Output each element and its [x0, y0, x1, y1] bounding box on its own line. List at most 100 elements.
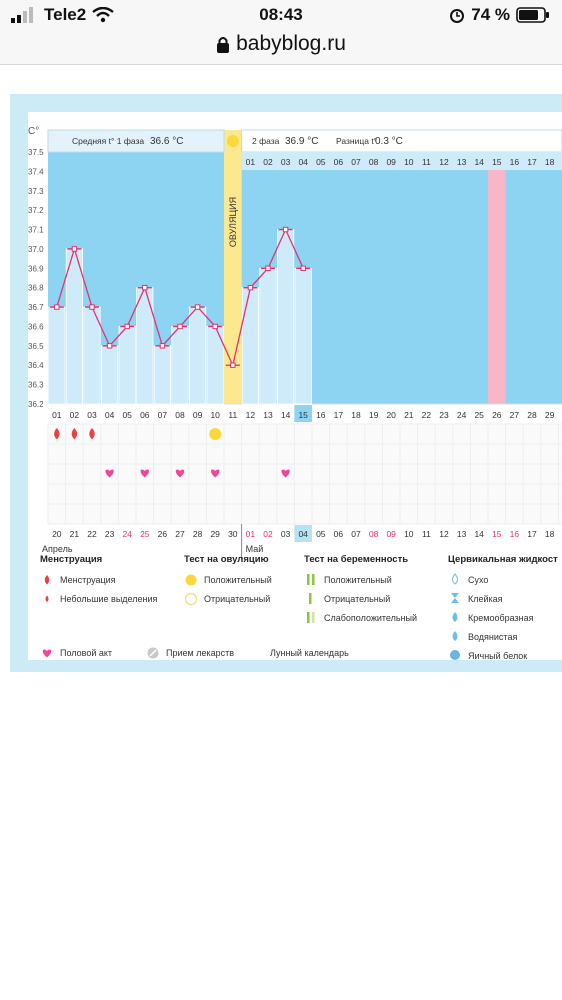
- calendar-day-label: 29: [210, 529, 220, 539]
- top-day-label: 12: [439, 157, 449, 167]
- top-days-strip: [241, 152, 562, 170]
- phase1-label: Средняя t° 1 фаза: [72, 136, 144, 146]
- cycle-day-label: 20: [386, 410, 396, 420]
- calendar-day-label: 06: [334, 529, 344, 539]
- cycle-day-label: 28: [527, 410, 537, 420]
- cycle-day-label: 23: [439, 410, 449, 420]
- cycle-day-label: 24: [457, 410, 467, 420]
- temp-bar: [294, 267, 312, 405]
- address-bar[interactable]: babyblog.ru: [0, 32, 562, 56]
- intercourse-heart-icon: [175, 469, 185, 478]
- legend-creamy-icon: [452, 612, 458, 622]
- ovulation-test-icon: [209, 428, 222, 440]
- top-day-label: 08: [369, 157, 379, 167]
- temp-point: [89, 304, 95, 310]
- calendar-day-label: 10: [404, 529, 414, 539]
- calendar-day-label: 20: [52, 529, 62, 539]
- legend-eggwhite-icon: [450, 650, 460, 660]
- calendar-day-label: 25: [140, 529, 150, 539]
- legend-menstruation-icon: [44, 575, 50, 585]
- temp-point: [282, 226, 289, 233]
- calendar-day-label: 28: [193, 529, 203, 539]
- legend-item: Кремообразная: [468, 613, 534, 623]
- cycle-day-label: 08: [175, 410, 185, 420]
- legend-pill-icon-mark: [149, 649, 157, 657]
- temp-point: [106, 343, 113, 349]
- legend-ovulation-positive-icon: [185, 574, 197, 586]
- cycle-day-label: 17: [334, 410, 344, 420]
- top-day-label: 11: [422, 157, 431, 167]
- legend-preg-weak-icon: [312, 612, 315, 623]
- calendar-day-label: 21: [70, 529, 80, 539]
- legend-intercourse-icon: [42, 649, 52, 658]
- temp-bar: [276, 229, 295, 405]
- top-day-label: 03: [281, 157, 291, 167]
- menstruation-drop-icon: [54, 428, 60, 440]
- cycle-day-label: 13: [263, 410, 273, 420]
- temp-point: [265, 265, 271, 272]
- cycle-day-label: 25: [474, 410, 484, 420]
- calendar-day-label: 18: [545, 529, 555, 539]
- y-tick-label: 37.1: [28, 226, 44, 235]
- legend-preg-weak-icon: [307, 612, 310, 623]
- highlight-band: [488, 152, 506, 404]
- cycle-day-label: 03: [87, 410, 97, 420]
- y-tick-label: 37.4: [28, 167, 44, 176]
- legend-sticky-icon: [451, 593, 459, 603]
- top-day-label: 13: [457, 157, 467, 167]
- cycle-day-label: 16: [316, 410, 326, 420]
- calendar-day-label: 13: [457, 529, 467, 539]
- legend-title-cervical: Цервикальная жидкост: [448, 554, 558, 565]
- legend-title-pregnancy: Тест на беременность: [304, 554, 408, 565]
- cycle-day-label: 07: [158, 410, 168, 420]
- legend-dry-icon: [452, 573, 458, 585]
- header-phase1: [47, 129, 225, 153]
- cycle-day-label: 10: [210, 410, 220, 420]
- ovulation-label: ОВУЛЯЦИЯ: [228, 197, 238, 247]
- legend-title-ovulation: Тест на овуляцию: [184, 554, 269, 565]
- legend-item: Менструация: [60, 575, 116, 585]
- legend-spotting-icon: [45, 595, 49, 603]
- cycle-day-label: 02: [70, 410, 80, 420]
- month-may: Май: [246, 544, 264, 554]
- temp-point: [194, 304, 201, 310]
- legend-title-menstruation: Менструация: [40, 554, 102, 565]
- temp-point: [230, 362, 236, 368]
- alarm-icon: [450, 9, 465, 23]
- intercourse-heart-icon: [105, 469, 114, 478]
- cycle-day-label: 29: [545, 410, 555, 420]
- temp-point: [159, 343, 166, 349]
- ovulation-sun-icon: [226, 135, 239, 147]
- top-day-label: 01: [246, 157, 256, 167]
- calendar-day-label: 15: [492, 529, 502, 539]
- temp-bar: [118, 326, 136, 405]
- calendar-day-label: 01: [246, 529, 256, 539]
- cycle-day-label: 06: [140, 410, 150, 420]
- top-day-label: 04: [298, 157, 308, 167]
- temp-point: [124, 323, 130, 330]
- intercourse-heart-icon: [281, 469, 290, 478]
- y-tick-label: 37.0: [28, 245, 44, 254]
- y-tick-label: 36.4: [28, 361, 44, 370]
- temp-bar: [83, 306, 101, 405]
- y-tick-label: 36.3: [28, 381, 44, 390]
- signal-icon: [11, 7, 33, 23]
- y-tick-label: 36.9: [28, 264, 44, 273]
- temp-point: [71, 246, 78, 252]
- temp-bar: [153, 345, 171, 405]
- calendar-day-label: 27: [175, 529, 185, 539]
- carrier-group: Tele2: [10, 5, 114, 25]
- top-day-label: 14: [474, 157, 484, 167]
- calendar-day-label: 03: [281, 529, 291, 539]
- temp-point: [177, 323, 183, 330]
- y-axis-unit: C°: [28, 126, 39, 137]
- calendar-day-label: 30: [228, 529, 238, 539]
- phase2-value: 36.9 °C: [285, 136, 318, 147]
- calendar-day-label: 23: [105, 529, 115, 539]
- cycle-day-label: 22: [422, 410, 432, 420]
- current-date-box: [294, 525, 312, 542]
- url-text: babyblog.ru: [236, 32, 346, 55]
- temp-bar: [259, 267, 277, 405]
- diff-value: 0.3 °C: [375, 136, 403, 147]
- carrier: Tele2: [44, 5, 87, 24]
